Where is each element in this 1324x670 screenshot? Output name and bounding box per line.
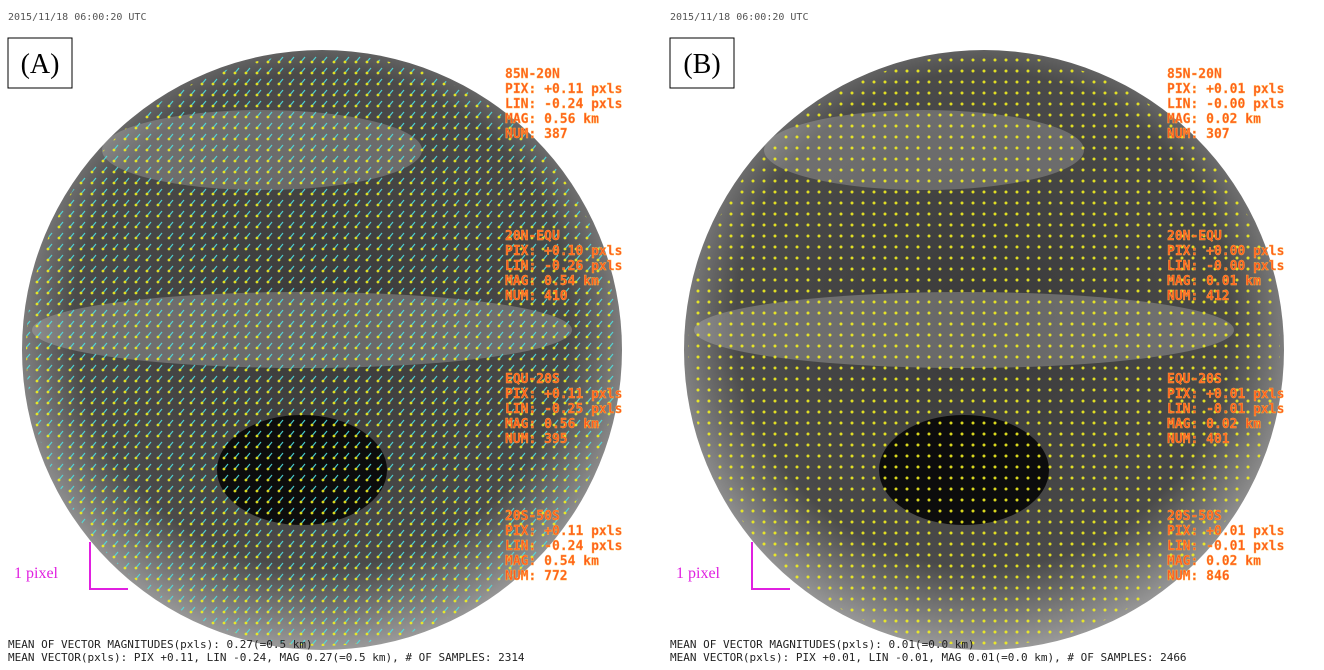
region-stat: NUM: 412 <box>1167 289 1230 304</box>
region-name: 20S-50S <box>1167 509 1222 524</box>
region-stat: MAG: 0.56 km <box>505 417 599 432</box>
region-stat: MAG: 0.02 km <box>1167 417 1261 432</box>
region-stat: MAG: 0.54 km <box>505 554 599 569</box>
figure: 2015/11/18 06:00:20 UTC(A)85N-20NPIX: +0… <box>0 0 1324 670</box>
region-stat: MAG: 0.56 km <box>505 112 599 127</box>
region-stat: MAG: 0.02 km <box>1167 554 1261 569</box>
region-stat: LIN: -0.00 pxls <box>1167 97 1284 112</box>
timestamp: 2015/11/18 06:00:20 UTC <box>8 12 146 23</box>
footer-line: MEAN OF VECTOR MAGNITUDES(pxls): 0.27(=0… <box>8 638 313 651</box>
region-stat: LIN: -0.24 pxls <box>505 539 622 554</box>
region-stat: NUM: 395 <box>505 432 568 447</box>
region-stat: PIX: +0.01 pxls <box>1167 387 1284 402</box>
region-name: 20N-EQU <box>505 229 560 244</box>
region-name: 85N-20N <box>505 67 560 82</box>
region-stat: LIN: -0.24 pxls <box>505 97 622 112</box>
region-name: EQU-20S <box>1167 372 1222 387</box>
region-stat: PIX: +0.11 pxls <box>505 82 622 97</box>
region-stat: NUM: 387 <box>505 127 568 142</box>
scale-label: 1 pixel <box>14 565 59 582</box>
footer-line: MEAN VECTOR(pxls): PIX +0.11, LIN -0.24,… <box>8 651 525 664</box>
panel-label: (B) <box>683 49 720 80</box>
region-name: 20S-50S <box>505 509 560 524</box>
footer-line: MEAN VECTOR(pxls): PIX +0.01, LIN -0.01,… <box>670 651 1187 664</box>
region-stat: MAG: 0.01 km <box>1167 274 1261 289</box>
scale-label: 1 pixel <box>676 565 721 582</box>
panel-label: (A) <box>21 49 60 80</box>
region-stat: LIN: -0.25 pxls <box>505 402 622 417</box>
region-stat: NUM: 307 <box>1167 127 1230 142</box>
region-stat: PIX: +0.01 pxls <box>1167 524 1284 539</box>
region-name: 20N-EQU <box>1167 229 1222 244</box>
region-stat: LIN: -0.26 pxls <box>505 259 622 274</box>
region-stat: LIN: -0.00 pxls <box>1167 259 1284 274</box>
region-stat: PIX: +0.01 pxls <box>1167 82 1284 97</box>
footer-line: MEAN OF VECTOR MAGNITUDES(pxls): 0.01(=0… <box>670 638 975 651</box>
region-stat: MAG: 0.02 km <box>1167 112 1261 127</box>
region-name: EQU-20S <box>505 372 560 387</box>
region-stat: NUM: 410 <box>505 289 568 304</box>
region-stat: NUM: 401 <box>1167 432 1230 447</box>
region-stat: PIX: +0.10 pxls <box>505 244 622 259</box>
region-stat: MAG: 0.54 km <box>505 274 599 289</box>
region-stat: LIN: -0.01 pxls <box>1167 539 1284 554</box>
timestamp: 2015/11/18 06:00:20 UTC <box>670 12 808 23</box>
region-stat: LIN: -0.01 pxls <box>1167 402 1284 417</box>
region-stat: NUM: 772 <box>505 569 568 584</box>
region-stat: PIX: +0.11 pxls <box>505 387 622 402</box>
region-stat: NUM: 846 <box>1167 569 1230 584</box>
region-name: 85N-20N <box>1167 67 1222 82</box>
region-stat: PIX: +0.11 pxls <box>505 524 622 539</box>
region-stat: PIX: +0.00 pxls <box>1167 244 1284 259</box>
